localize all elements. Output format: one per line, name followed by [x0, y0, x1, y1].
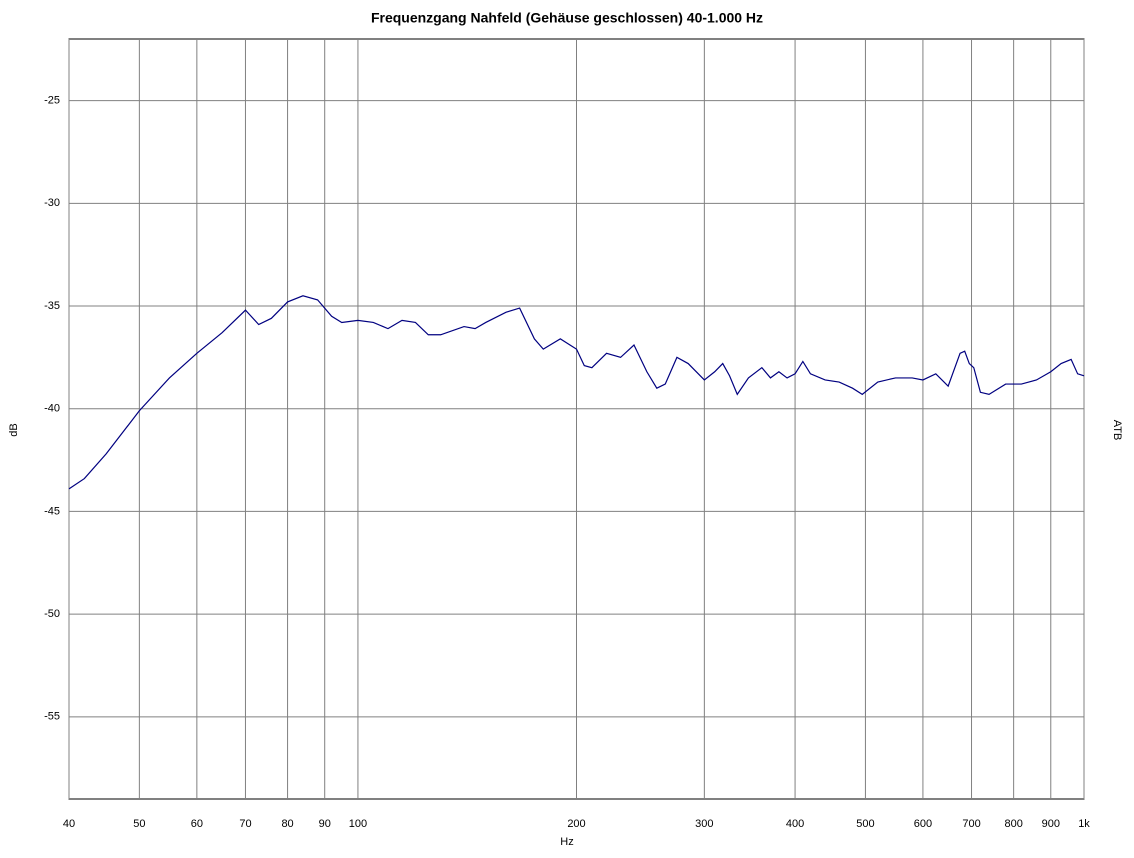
x-tick-label: 700	[962, 818, 980, 830]
x-tick-label: 40	[63, 818, 75, 830]
x-axis-label: Hz	[560, 836, 573, 848]
y-tick-label: -25	[44, 95, 60, 107]
x-tick-label: 400	[786, 818, 804, 830]
x-tick-label: 80	[281, 818, 293, 830]
y2-axis-label: ATB	[1111, 420, 1123, 441]
x-tick-label: 200	[567, 818, 585, 830]
x-tick-label: 100	[349, 818, 367, 830]
x-tick-label: 60	[191, 818, 203, 830]
y-axis-label: dB	[8, 423, 20, 436]
x-tick-label: 70	[239, 818, 251, 830]
chart-title: Frequenzgang Nahfeld (Gehäuse geschlosse…	[371, 10, 763, 26]
x-tick-label: 90	[319, 818, 331, 830]
y-tick-label: -50	[44, 608, 60, 620]
x-tick-label: 600	[914, 818, 932, 830]
x-tick-label: 900	[1042, 818, 1060, 830]
x-tick-label: 300	[695, 818, 713, 830]
y-tick-label: -30	[44, 197, 60, 209]
x-tick-label: 50	[133, 818, 145, 830]
y-tick-label: -35	[44, 300, 60, 312]
x-tick-label: 1k	[1078, 818, 1090, 830]
y-tick-label: -40	[44, 403, 60, 415]
y-tick-label: -45	[44, 505, 60, 517]
x-tick-label: 500	[856, 818, 874, 830]
x-tick-label: 800	[1004, 818, 1022, 830]
data-line	[68, 295, 1085, 490]
y-tick-label: -55	[44, 711, 60, 723]
